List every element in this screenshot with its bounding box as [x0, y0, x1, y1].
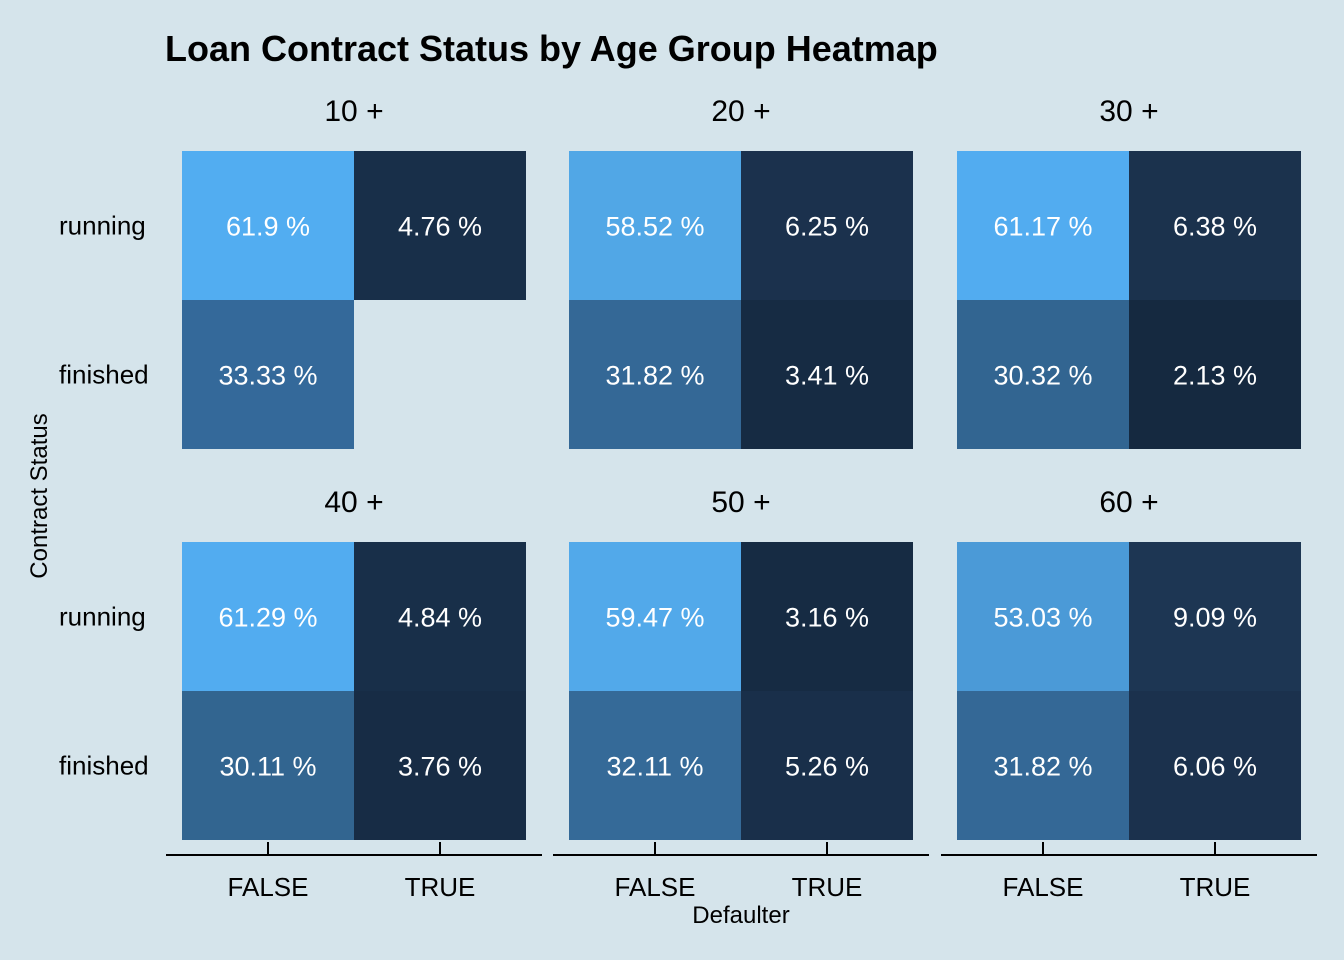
x-tick-label: TRUE: [1180, 872, 1251, 902]
cell-value-label: 53.03 %: [993, 603, 1092, 633]
heatmap-cell: [182, 300, 354, 449]
heatmap-cell: [1129, 300, 1301, 449]
x-tick-label: TRUE: [792, 872, 863, 902]
heatmap-cell: [741, 542, 913, 691]
facet-strip-label: 60 +: [1099, 486, 1158, 519]
cell-value-label: 61.9 %: [226, 212, 310, 242]
cell-value-label: 6.06 %: [1173, 752, 1257, 782]
heatmap-cell: [182, 151, 354, 300]
cell-value-label: 2.13 %: [1173, 361, 1257, 391]
heatmap-cell: [741, 300, 913, 449]
cell-value-label: 5.26 %: [785, 752, 869, 782]
facet-panel: 30 + 61.17 % 6.38 % 30.32 % 2.13 %: [957, 95, 1301, 449]
cell-value-label: 3.16 %: [785, 603, 869, 633]
x-tick-label: FALSE: [228, 872, 309, 902]
facet-strip-label: 50 +: [711, 486, 770, 519]
heatmap-cell: [1129, 542, 1301, 691]
cell-value-label: 4.84 %: [398, 603, 482, 633]
heatmap-cell: [354, 151, 526, 300]
facet-panel: 10 + 61.9 % 4.76 % 33.33 % running finished: [59, 95, 526, 449]
cell-value-label: 61.29 %: [218, 603, 317, 633]
cell-value-label: 6.38 %: [1173, 212, 1257, 242]
facet-strip-label: 30 +: [1099, 95, 1158, 128]
x-tick-label: FALSE: [615, 872, 696, 902]
heatmap-cell: [957, 151, 1129, 300]
cell-value-label: 9.09 %: [1173, 603, 1257, 633]
facet-panel: 40 + 61.29 % 4.84 % 30.11 % 3.76 % running fin…: [59, 486, 542, 902]
heatmap-cell: [569, 300, 741, 449]
cell-value-label: 3.76 %: [398, 752, 482, 782]
facet-panel: 60 + 53.03 % 9.09 % 31.82 % 6.06 % FALSE TRUE: [941, 486, 1317, 902]
cell-value-label: 31.82 %: [605, 361, 704, 391]
cell-value-label: 33.33 %: [218, 361, 317, 391]
cell-value-label: 58.52 %: [605, 212, 704, 242]
heatmap-cell: [569, 691, 741, 840]
y-tick-label: finished: [59, 751, 149, 781]
cell-value-label: 32.11 %: [606, 752, 703, 782]
cell-value-label: 31.82 %: [993, 752, 1092, 782]
heatmap-cell: [1129, 691, 1301, 840]
y-tick-label: running: [59, 602, 146, 632]
facet-panels: 10 + 61.9 % 4.76 % 33.33 % running finished 20…: [59, 95, 1317, 902]
heatmap-cell: [1129, 151, 1301, 300]
heatmap-cell: [182, 542, 354, 691]
cell-value-label: 30.11 %: [219, 752, 316, 782]
cell-value-label: 61.17 %: [993, 212, 1092, 242]
y-axis-title: Contract Status: [26, 413, 53, 578]
cell-value-label: 30.32 %: [993, 361, 1092, 391]
cell-value-label: 4.76 %: [398, 212, 482, 242]
heatmap-cell: [569, 151, 741, 300]
cell-value-label: 3.41 %: [785, 361, 869, 391]
heatmap-cell: [354, 691, 526, 840]
facet-strip-label: 40 +: [324, 486, 383, 519]
heatmap-cell: [957, 542, 1129, 691]
y-tick-label: running: [59, 211, 146, 241]
facet-panel: 50 + 59.47 % 3.16 % 32.11 % 5.26 % FALSE TRUE: [553, 486, 929, 902]
facet-strip-label: 10 +: [324, 95, 383, 128]
chart-title: Loan Contract Status by Age Group Heatma…: [165, 28, 938, 69]
heatmap-cell: [354, 542, 526, 691]
facet-strip-label: 20 +: [711, 95, 770, 128]
x-tick-label: FALSE: [1003, 872, 1084, 902]
heatmap-cell: [957, 691, 1129, 840]
x-axis-title: Defaulter: [692, 902, 789, 929]
cell-value-label: 59.47 %: [605, 603, 704, 633]
facet-panel: 20 + 58.52 % 6.25 % 31.82 % 3.41 %: [569, 95, 913, 449]
cell-value-label: 6.25 %: [785, 212, 869, 242]
x-tick-label: TRUE: [405, 872, 476, 902]
y-tick-label: finished: [59, 360, 149, 390]
heatmap-cell: [569, 542, 741, 691]
heatmap-cell: [741, 691, 913, 840]
heatmap-cell: [182, 691, 354, 840]
heatmap-cell: [741, 151, 913, 300]
heatmap-cell: [957, 300, 1129, 449]
